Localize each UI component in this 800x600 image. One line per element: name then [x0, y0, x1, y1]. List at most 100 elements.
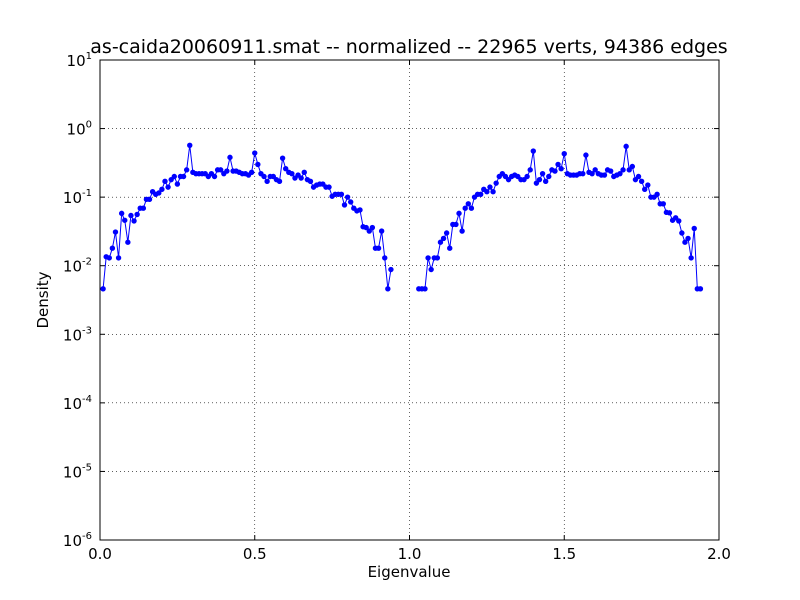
data-point: [165, 184, 171, 190]
data-point: [434, 255, 441, 261]
data-point: [654, 191, 660, 198]
y-tick-exponent: -4: [82, 394, 92, 405]
data-point: [270, 173, 277, 180]
y-tick-exponent: -6: [82, 531, 92, 542]
data-point: [159, 186, 165, 193]
data-point: [558, 165, 564, 172]
data-point: [106, 255, 112, 261]
y-tick-exponent: 1: [86, 51, 92, 62]
data-point: [487, 184, 493, 190]
data-point: [462, 205, 468, 211]
data-point: [298, 175, 304, 181]
y-tick-label: 101: [67, 51, 92, 70]
y-tick-base: 10: [67, 52, 86, 70]
y-tick-label: 10-3: [63, 325, 92, 344]
data-point: [521, 176, 527, 183]
data-point: [255, 161, 261, 168]
data-point: [168, 176, 174, 183]
data-point: [162, 178, 168, 185]
data-point: [134, 211, 140, 218]
data-point: [555, 161, 561, 168]
data-point: [626, 167, 632, 173]
data-point: [617, 170, 623, 177]
data-point: [122, 217, 128, 223]
data-point: [635, 173, 642, 180]
data-point: [128, 212, 134, 219]
data-point: [375, 245, 382, 251]
data-point: [505, 176, 512, 183]
data-point: [456, 210, 462, 217]
y-tick-base: 10: [63, 463, 82, 481]
data-point: [131, 218, 137, 224]
data-point: [347, 199, 354, 205]
data-point: [530, 148, 536, 154]
data-point: [629, 163, 636, 170]
x-tick-label: 0.5: [243, 545, 267, 563]
data-point: [180, 173, 187, 180]
data-point: [326, 184, 332, 190]
data-point: [261, 173, 267, 180]
y-tick-label: 10-6: [63, 531, 92, 550]
data-point: [502, 173, 509, 180]
data-point: [320, 181, 326, 187]
data-point: [211, 173, 218, 180]
data-point: [252, 150, 258, 156]
y-tick-label: 10-4: [63, 394, 92, 413]
data-point: [607, 168, 614, 174]
x-tick-label: 0.0: [88, 545, 112, 563]
data-point: [539, 170, 546, 177]
y-tick-base: 10: [63, 395, 82, 413]
data-point: [344, 194, 351, 200]
y-tick-base: 10: [63, 258, 82, 276]
data-point: [592, 167, 598, 173]
data-point: [248, 169, 255, 176]
y-tick-exponent: 0: [86, 120, 92, 131]
data-point: [146, 196, 153, 203]
data-point: [174, 181, 181, 187]
data-point: [443, 230, 450, 236]
data-point: [301, 169, 307, 176]
data-point: [527, 167, 533, 173]
data-point: [187, 142, 193, 149]
data-point: [638, 178, 645, 185]
y-axis-label: Density: [34, 271, 52, 328]
data-point: [388, 266, 394, 273]
x-tick-label: 1.0: [398, 545, 422, 563]
data-point: [679, 230, 685, 236]
data-point: [580, 170, 586, 177]
chart-title: as-caida20060911.smat -- normalized -- 2…: [90, 36, 727, 58]
y-tick-exponent: -5: [82, 462, 92, 473]
data-point: [468, 205, 475, 211]
data-point: [292, 175, 298, 181]
data-point: [341, 202, 348, 208]
data-point: [378, 228, 385, 234]
x-tick-label: 1.5: [552, 545, 576, 563]
data-point: [156, 190, 162, 196]
data-point: [660, 201, 666, 207]
data-point: [125, 239, 131, 245]
data-point: [666, 210, 673, 216]
data-point: [218, 167, 224, 173]
data-point: [546, 173, 552, 180]
data-point: [276, 178, 283, 185]
data-point: [382, 255, 388, 261]
y-tick-base: 10: [67, 121, 86, 139]
data-point: [583, 152, 589, 158]
data-point: [428, 266, 434, 273]
data-point: [691, 225, 697, 232]
data-point: [295, 172, 301, 178]
data-point: [561, 151, 567, 157]
data-point: [422, 286, 428, 292]
data-point: [645, 182, 651, 188]
data-point: [515, 173, 521, 180]
data-point: [112, 229, 119, 235]
y-tick-label: 100: [67, 120, 92, 139]
data-point: [465, 201, 472, 207]
x-axis-label: Eigenvalue: [368, 563, 451, 581]
data-point: [536, 176, 543, 183]
data-point: [552, 168, 558, 174]
data-point: [682, 239, 688, 245]
data-point: [697, 286, 704, 292]
data-point: [425, 255, 431, 261]
